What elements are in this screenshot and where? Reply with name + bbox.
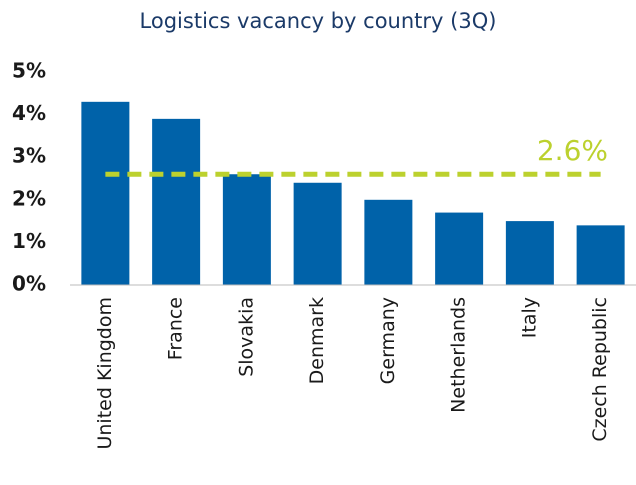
x-tick-label: Czech Republic xyxy=(589,297,611,442)
x-tick-label: France xyxy=(165,297,187,360)
y-tick-label: 2% xyxy=(12,186,46,210)
y-tick-label: 0% xyxy=(12,272,46,296)
bar xyxy=(576,225,625,285)
y-tick-label: 3% xyxy=(12,144,46,168)
x-tick-label: United Kingdom xyxy=(94,297,116,450)
y-tick-label: 4% xyxy=(12,101,46,125)
reference-label: 2.6% xyxy=(537,134,608,167)
x-tick-label: Italy xyxy=(518,297,540,338)
x-tick-label: Germany xyxy=(377,297,399,384)
bar xyxy=(293,182,342,285)
bar xyxy=(505,221,554,285)
bar xyxy=(81,101,130,285)
bar xyxy=(364,199,413,285)
bar xyxy=(152,118,201,285)
bar xyxy=(222,174,271,285)
bar xyxy=(435,212,484,285)
chart-title: Logistics vacancy by country (3Q) xyxy=(140,9,497,33)
y-tick-label: 1% xyxy=(12,229,46,253)
x-tick-label: Netherlands xyxy=(448,297,470,413)
y-tick-label: 5% xyxy=(12,59,46,83)
x-tick-label: Denmark xyxy=(306,297,328,384)
x-tick-label: Slovakia xyxy=(235,297,257,377)
